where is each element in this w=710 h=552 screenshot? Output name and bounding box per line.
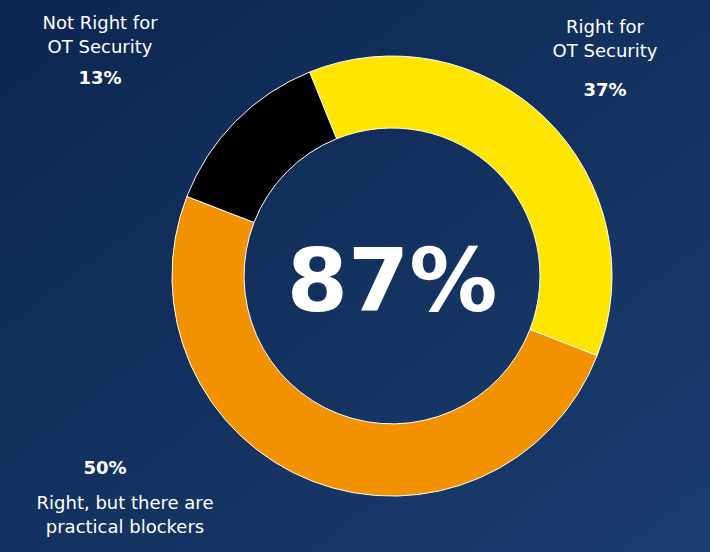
svg-text:87%: 87% <box>287 229 498 332</box>
svg-text:13%: 13% <box>78 67 121 88</box>
svg-text:OT Security: OT Security <box>553 40 658 61</box>
svg-text:OT Security: OT Security <box>48 36 153 57</box>
svg-text:Right for: Right for <box>566 16 644 37</box>
svg-text:Not Right for: Not Right for <box>42 12 158 33</box>
svg-text:practical blockers: practical blockers <box>46 516 204 537</box>
svg-text:37%: 37% <box>583 79 626 100</box>
svg-text:Right, but there are: Right, but there are <box>37 492 214 513</box>
svg-text:50%: 50% <box>83 457 126 478</box>
